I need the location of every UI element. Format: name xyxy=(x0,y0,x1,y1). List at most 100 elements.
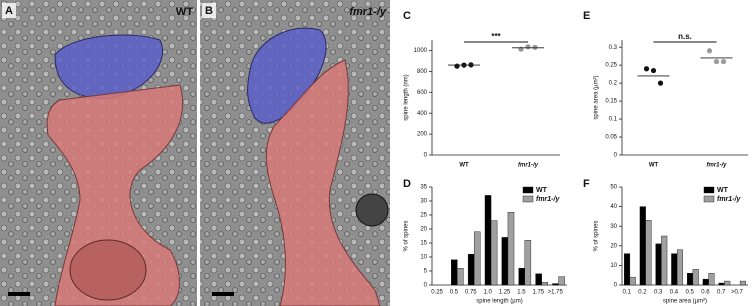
y-tick-label: 35 xyxy=(420,185,427,191)
bar xyxy=(718,282,725,286)
x-tick-label: 1.25 xyxy=(499,290,511,296)
x-tick-label: 1.75 xyxy=(532,290,544,296)
bar xyxy=(708,273,715,286)
x-tick-label: 0.25 xyxy=(431,290,443,296)
y-tick-label: 0 xyxy=(614,153,618,159)
y-tick-label: 0.1 xyxy=(609,117,618,123)
bar xyxy=(484,195,492,286)
y-tick-label: 0 xyxy=(424,153,428,159)
data-point xyxy=(720,58,727,65)
y-axis-label: % of spines xyxy=(594,220,600,251)
y-tick-label: 20 xyxy=(610,243,617,249)
x-tick-label: WT xyxy=(459,163,469,169)
data-point xyxy=(706,48,713,54)
bar xyxy=(676,249,683,286)
y-tick-label: 5 xyxy=(424,269,428,275)
x-tick-label: 0.5 xyxy=(450,290,459,296)
y-tick-label: 600 xyxy=(417,90,428,96)
data-point xyxy=(518,46,524,52)
bar xyxy=(645,220,652,286)
y-tick-label: 10 xyxy=(420,255,427,261)
data-point xyxy=(643,66,650,72)
y-tick-label: 25 xyxy=(420,213,427,219)
bar xyxy=(558,276,565,286)
x-tick-label: >0.7 xyxy=(731,290,744,296)
panel-letter: E xyxy=(583,10,590,22)
y-tick-label: 30 xyxy=(610,224,617,230)
legend-swatch xyxy=(703,186,715,194)
x-tick-label: 0.6 xyxy=(701,290,710,296)
bar xyxy=(524,239,532,286)
y-tick-label: 0.25 xyxy=(605,63,617,69)
data-point xyxy=(713,58,720,65)
legend-label: fmr1-/y xyxy=(536,196,560,203)
bar xyxy=(507,211,515,286)
panel-letter: C xyxy=(403,10,411,22)
x-tick-label: fmr1-/y xyxy=(518,163,539,169)
bar xyxy=(692,269,699,286)
bar xyxy=(541,282,548,286)
x-tick-label: 0.2 xyxy=(638,290,647,296)
legend-label: WT xyxy=(717,187,729,194)
image-label: fmr1-/y xyxy=(349,6,387,18)
x-tick-label: 0.4 xyxy=(670,290,679,296)
bar xyxy=(739,280,746,286)
bar xyxy=(702,278,709,286)
data-point xyxy=(532,44,538,50)
bar xyxy=(490,220,498,286)
y-axis-label: spine area (µm²) xyxy=(594,75,600,119)
bar xyxy=(671,253,678,286)
x-tick-label: WT xyxy=(649,163,659,169)
y-tick-label: 15 xyxy=(420,241,427,247)
y-tick-label: 50 xyxy=(610,185,617,191)
bar xyxy=(451,259,458,286)
x-tick-label: fmr1-/y xyxy=(706,163,727,169)
bar xyxy=(724,280,731,286)
y-tick-label: 30 xyxy=(420,199,427,205)
data-point xyxy=(650,67,657,74)
y-tick-label: 40 xyxy=(610,204,617,210)
data-point xyxy=(454,63,460,69)
y-tick-label: 0.2 xyxy=(609,81,618,87)
x-tick-label: 1.0 xyxy=(484,290,493,296)
panel-letter: F xyxy=(583,178,590,190)
legend-swatch xyxy=(703,195,715,203)
bar xyxy=(457,268,464,286)
x-axis-label: spine length (µm) xyxy=(476,299,522,305)
bar xyxy=(552,283,559,286)
y-axis-label: spine length (nm) xyxy=(404,74,410,120)
y-tick-label: 0.3 xyxy=(609,45,618,51)
bar xyxy=(501,237,509,286)
panel-letter: D xyxy=(403,178,411,190)
x-tick-label: 0.3 xyxy=(654,290,663,296)
bar xyxy=(535,273,542,286)
legend-label: fmr1-/y xyxy=(717,196,741,203)
letter-bg xyxy=(202,3,216,18)
y-tick-label: 0.15 xyxy=(605,99,617,105)
x-tick-label: 0.7 xyxy=(717,290,726,296)
significance-label: *** xyxy=(491,32,501,41)
bar xyxy=(518,268,526,286)
panel-letter: A xyxy=(5,5,13,17)
letter-bg xyxy=(2,3,16,18)
bar xyxy=(467,253,475,286)
x-tick-label: 0.5 xyxy=(686,290,695,296)
legend-swatch xyxy=(522,195,534,203)
bar xyxy=(639,206,646,286)
micrograph-b xyxy=(200,0,390,306)
x-tick-label: 0.1 xyxy=(623,290,632,296)
x-tick-label: 0.75 xyxy=(465,290,477,296)
y-tick-label: 0 xyxy=(424,283,428,289)
y-tick-label: 400 xyxy=(417,111,428,117)
y-tick-label: 0.05 xyxy=(605,135,617,141)
y-tick-label: 1000 xyxy=(414,48,428,54)
x-axis-label: spine area (µm²) xyxy=(663,299,707,305)
bar xyxy=(624,253,631,286)
bar xyxy=(661,235,668,286)
y-tick-label: 200 xyxy=(417,132,428,138)
legend-label: WT xyxy=(536,187,548,194)
y-tick-label: 0 xyxy=(614,283,618,289)
bar xyxy=(473,231,481,286)
data-point xyxy=(525,44,531,50)
bar xyxy=(629,276,636,286)
